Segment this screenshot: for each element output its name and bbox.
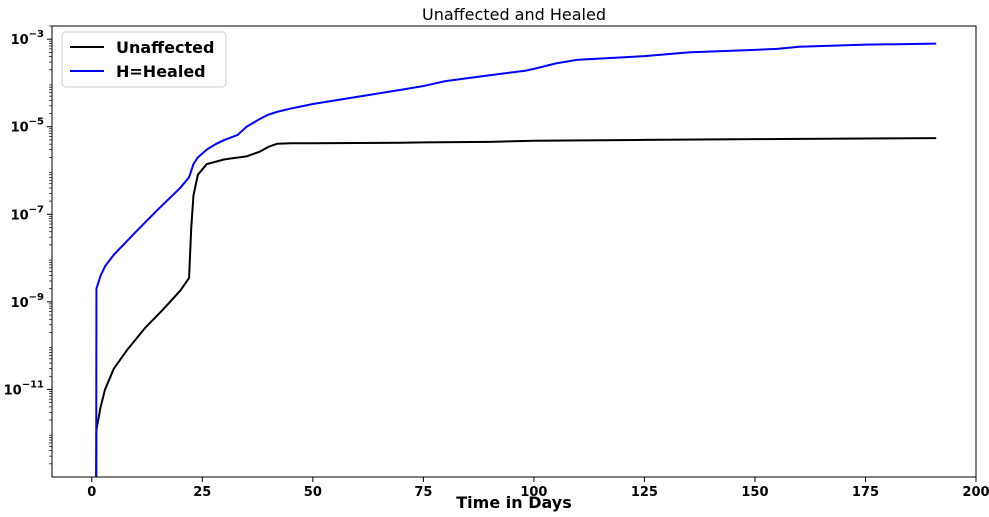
plot-frame <box>51 25 977 478</box>
x-tick-label: 75 <box>414 485 432 500</box>
y-tick-label: 10−11 <box>4 379 44 398</box>
x-tick-label: 200 <box>962 485 989 500</box>
x-tick-label: 50 <box>304 485 322 500</box>
legend-label-healed: H=Healed <box>116 62 206 81</box>
legend-box <box>61 31 227 88</box>
y-tick-label: 10−9 <box>11 292 44 311</box>
series-line-unaffected <box>95 137 937 477</box>
series-line-healed <box>95 42 937 477</box>
x-axis: 0 25 50 75 100 125 150 175 200 <box>87 477 989 500</box>
x-tick-label: 0 <box>87 485 96 500</box>
y-tick-label: 10−5 <box>11 117 44 136</box>
x-tick-label: 100 <box>520 485 547 500</box>
x-axis-label: Time in Days <box>456 493 571 512</box>
x-tick-label: 150 <box>741 485 768 500</box>
chart-title: Unaffected and Healed <box>422 5 606 24</box>
x-tick-label: 25 <box>193 485 211 500</box>
y-tick-label: 10−7 <box>11 204 44 223</box>
x-tick-label: 125 <box>631 485 658 500</box>
legend-label-unaffected: Unaffected <box>116 38 214 57</box>
x-tick-label: 175 <box>852 485 879 500</box>
y-tick-label: 10−3 <box>11 29 44 48</box>
legend: Unaffected H=Healed <box>61 31 227 88</box>
y-axis: 10−11 10−9 10−7 10−5 10−3 <box>4 25 52 465</box>
plot-area <box>95 42 937 477</box>
